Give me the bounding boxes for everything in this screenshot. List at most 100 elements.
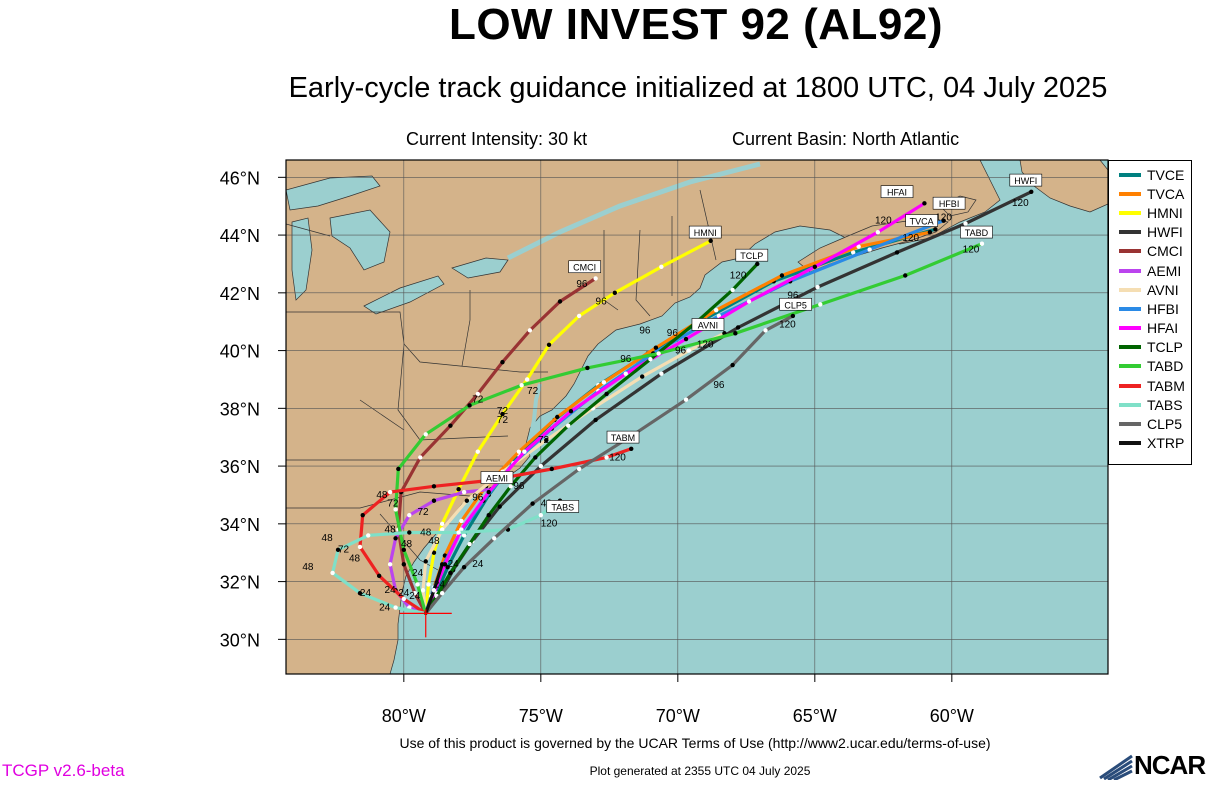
legend-label: HWFI xyxy=(1147,224,1183,241)
track-point-hwfi xyxy=(497,504,502,509)
axis-ticks: 80°W 75°W 70°W 65°W 60°W 30°N 32°N 34°N 36°N 38°N… xyxy=(220,168,974,726)
track-point-tclp xyxy=(604,391,609,397)
forecast-hour-label: 120 xyxy=(1012,198,1029,209)
track-point-tabm xyxy=(629,446,634,451)
model-end-label: TVCA xyxy=(905,214,938,227)
track-point-clp5 xyxy=(492,536,497,541)
forecast-hour-label: 120 xyxy=(963,244,980,255)
track-point-tabd xyxy=(818,302,823,307)
track-point-hfai xyxy=(623,371,628,376)
track-point-tclp xyxy=(486,512,491,518)
forecast-hour-label: 48 xyxy=(376,490,388,501)
track-point-aemi xyxy=(387,562,393,567)
track-point-hwfi xyxy=(894,250,900,255)
track-point-xtrp xyxy=(439,562,445,567)
legend-label: AVNI xyxy=(1147,281,1179,298)
track-point-tabm xyxy=(604,455,609,460)
model-end-label-text: HWFI xyxy=(1014,176,1037,186)
track-point-hfbi xyxy=(941,218,946,223)
legend-label: TVCE xyxy=(1147,166,1185,183)
model-end-label-box xyxy=(779,297,812,311)
track-point-tabs xyxy=(366,533,371,538)
track-point-tvca xyxy=(856,244,861,249)
track-point-tabs xyxy=(393,605,398,610)
legend-swatch xyxy=(1119,172,1141,177)
lat-tick-label: 34°N xyxy=(220,515,260,535)
lat-tick-label: 46°N xyxy=(220,168,260,188)
lat-tick-label: 30°N xyxy=(220,630,260,650)
track-point-hfai xyxy=(746,299,752,304)
track-point-xtrp xyxy=(431,588,437,593)
track-point-avni xyxy=(544,437,549,443)
track-point-tvca xyxy=(601,380,607,385)
generated-time: Plot generated at 2355 UTC 04 July 2025 xyxy=(589,764,811,778)
lon-tick-label: 75°W xyxy=(519,706,563,726)
track-point-tabm xyxy=(431,484,437,489)
track-point-tabd xyxy=(393,507,398,512)
legend-swatch xyxy=(1119,345,1141,350)
current-basin: Current Basin: North Atlantic xyxy=(732,129,960,149)
legend-swatch xyxy=(1119,326,1141,331)
track-point-tclp xyxy=(648,357,653,362)
forecast-hour-label: 96 xyxy=(620,354,632,365)
model-end-label-box xyxy=(691,318,725,331)
ncar-logo: NCAR xyxy=(1098,750,1206,782)
track-point-cmci xyxy=(475,391,480,397)
track-point-tabd xyxy=(519,383,524,388)
track-point-aemi xyxy=(393,536,398,541)
track-point-hwfi xyxy=(1029,189,1034,194)
legend-item-avni: AVNI xyxy=(1109,280,1191,299)
model-end-label-text: HFAI xyxy=(887,188,907,198)
track-point-tabs xyxy=(357,590,363,596)
track-point-tclp xyxy=(566,423,571,428)
terms-of-use: Use of this product is governed by the U… xyxy=(399,735,991,751)
track-point-tvca xyxy=(779,273,785,278)
forecast-hour-label: 72 xyxy=(538,435,550,446)
ncar-logo-icon xyxy=(1099,754,1133,782)
forecast-hour-label: 24 xyxy=(379,602,391,613)
lat-tick-label: 40°N xyxy=(220,342,260,362)
track-point-hmni xyxy=(524,377,530,382)
forecast-hour-label: 48 xyxy=(302,562,314,573)
forecast-hour-label: 96 xyxy=(667,328,679,339)
track-point-cmci xyxy=(593,276,598,281)
track-point-tclp xyxy=(467,541,472,547)
model-end-label-text: AEMI xyxy=(486,474,508,484)
forecast-hour-label: 48 xyxy=(385,525,397,536)
track-point-tclp xyxy=(533,455,538,460)
track-point-hfai xyxy=(812,264,818,270)
track-point-hfai xyxy=(875,229,881,235)
track-point-tvca xyxy=(927,229,933,235)
forecast-hour-label: 48 xyxy=(428,536,440,547)
forecast-hour-label: 24 xyxy=(385,585,397,596)
forecast-hour-label: 24 xyxy=(412,568,424,579)
model-end-label: CLP5 xyxy=(779,297,812,311)
forecast-hour-label: 120 xyxy=(779,319,796,330)
model-end-label-text: HFBI xyxy=(939,199,960,209)
forecast-hour-label: 96 xyxy=(713,380,725,391)
model-end-label: HMNI xyxy=(688,225,722,239)
lake-ontario xyxy=(451,257,509,279)
st-lawrence-river xyxy=(506,161,761,261)
track-point-tvca xyxy=(516,449,522,454)
track-point-hmni xyxy=(426,582,431,587)
track-point-hmni xyxy=(500,411,505,417)
track-point-tabd xyxy=(423,432,428,437)
model-end-label: TABD xyxy=(960,225,993,239)
track-point-hwfi xyxy=(593,417,598,423)
track-point-tvce xyxy=(461,533,467,538)
lake-michigan xyxy=(291,217,313,301)
map-title: LOW INVEST 92 (AL92) xyxy=(448,0,944,49)
forecast-hour-label: 24 xyxy=(360,588,372,599)
forecast-tracks xyxy=(330,189,1034,616)
legend-label: HFAI xyxy=(1147,320,1179,337)
model-end-label-box xyxy=(880,185,914,198)
track-point-tabd xyxy=(401,547,407,553)
model-end-label: TCLP xyxy=(735,248,769,262)
track-point-tabd xyxy=(396,466,401,472)
lon-tick-label: 60°W xyxy=(930,706,974,726)
lat-tick-label: 44°N xyxy=(220,226,260,246)
forecast-hour-label: 72 xyxy=(527,386,539,397)
model-end-label-box xyxy=(480,471,514,484)
track-point-tabm xyxy=(401,596,407,602)
